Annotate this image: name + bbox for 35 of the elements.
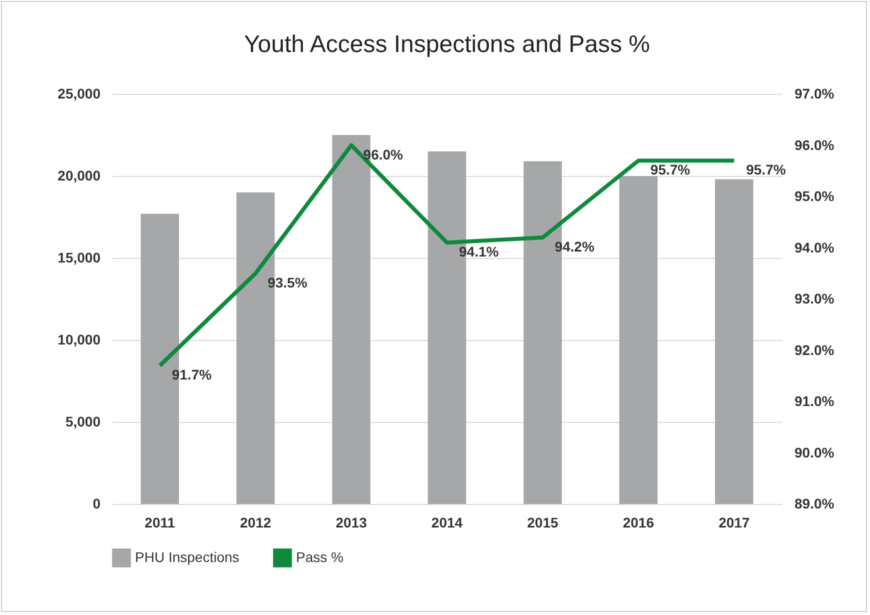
x-tick-label: 2012 (240, 514, 272, 530)
data-label: 94.1% (459, 244, 500, 260)
data-label: 93.5% (268, 274, 308, 290)
data-label: 95.7% (650, 162, 691, 178)
y2-tick-label: 94.0% (794, 239, 835, 256)
y2-tick-label: 96.0% (794, 136, 835, 153)
data-label: 95.7% (746, 162, 786, 178)
data-label: 96.0% (363, 146, 404, 162)
y2-tick-label: 95.0% (794, 188, 835, 204)
x-tick-label: 2016 (622, 514, 654, 530)
y-tick-label: 25,000 (58, 86, 101, 102)
y2-tick-label: 97.0% (794, 86, 835, 102)
x-tick-label: 2013 (336, 514, 368, 530)
y-tick-label: 5,000 (65, 414, 101, 430)
y2-tick-label: 93.0% (794, 290, 835, 306)
chart-title: Youth Access Inspections and Pass % (244, 31, 650, 58)
data-label: 91.7% (172, 366, 212, 383)
x-tick-label: 2014 (431, 514, 463, 530)
line-series (158, 143, 736, 368)
x-tick-label: 2017 (718, 514, 750, 530)
y-tick-label: 0 (92, 496, 101, 512)
legend-label: Pass % (296, 548, 344, 565)
data-label: 94.2% (554, 238, 595, 254)
legend-label: PHU Inspections (135, 548, 240, 565)
y-tick-label: 20,000 (58, 168, 101, 184)
y2-tick-label: 92.0% (794, 342, 835, 358)
bar (715, 179, 754, 504)
x-tick-label: 2011 (144, 514, 176, 530)
y2-tick-label: 89.0% (794, 496, 835, 512)
y-tick-label: 15,000 (58, 250, 101, 266)
y2-tick-label: 90.0% (794, 444, 835, 460)
y2-tick-label: 91.0% (794, 393, 835, 409)
y-tick-label: 10,000 (58, 332, 101, 348)
bar (619, 176, 658, 504)
x-tick-label: 2015 (527, 514, 558, 530)
